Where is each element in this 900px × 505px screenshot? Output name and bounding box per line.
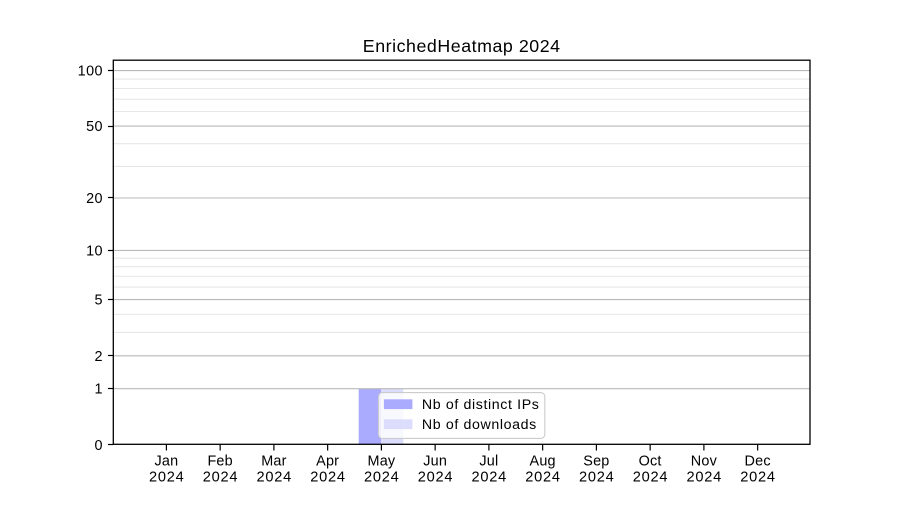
svg-text:Jun: Jun (423, 453, 447, 469)
svg-text:2024: 2024 (740, 469, 775, 485)
svg-text:2024: 2024 (525, 469, 560, 485)
svg-text:2024: 2024 (364, 469, 399, 485)
svg-text:2024: 2024 (472, 469, 507, 485)
svg-text:Nb of distinct IPs: Nb of distinct IPs (422, 397, 540, 413)
svg-text:2: 2 (94, 349, 102, 365)
svg-text:0: 0 (94, 438, 102, 454)
svg-text:5: 5 (94, 293, 102, 309)
svg-text:2024: 2024 (579, 469, 614, 485)
svg-text:Apr: Apr (316, 453, 339, 469)
svg-text:100: 100 (78, 64, 103, 80)
svg-text:1: 1 (94, 382, 102, 398)
svg-text:EnrichedHeatmap 2024: EnrichedHeatmap 2024 (363, 36, 561, 56)
svg-text:Dec: Dec (745, 453, 771, 469)
svg-text:Sep: Sep (583, 453, 609, 469)
svg-text:Mar: Mar (261, 453, 286, 469)
svg-text:Aug: Aug (530, 453, 556, 469)
svg-text:20: 20 (86, 191, 103, 207)
svg-text:2024: 2024 (257, 469, 292, 485)
svg-text:10: 10 (86, 243, 103, 259)
svg-text:50: 50 (86, 119, 103, 135)
svg-text:2024: 2024 (633, 469, 668, 485)
svg-text:Oct: Oct (639, 453, 662, 469)
svg-text:2024: 2024 (310, 469, 345, 485)
svg-text:2024: 2024 (687, 469, 722, 485)
svg-text:2024: 2024 (203, 469, 238, 485)
svg-text:May: May (368, 453, 396, 469)
svg-text:2024: 2024 (418, 469, 453, 485)
svg-text:Feb: Feb (207, 453, 232, 469)
svg-text:Jan: Jan (154, 453, 178, 469)
svg-text:Jul: Jul (479, 453, 498, 469)
svg-text:Nov: Nov (691, 453, 718, 469)
svg-text:Nb of downloads: Nb of downloads (422, 417, 537, 433)
svg-text:2024: 2024 (149, 469, 184, 485)
